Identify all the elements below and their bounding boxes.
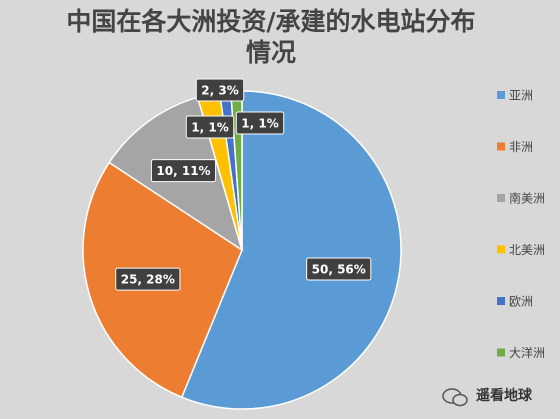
legend-swatch bbox=[497, 348, 505, 357]
data-label-box bbox=[306, 257, 372, 281]
chart-title: 中国在各大洲投资/承建的水电站分布情况 bbox=[66, 7, 476, 67]
legend-swatch bbox=[497, 142, 505, 151]
data-label-group: 1, 1% bbox=[185, 115, 235, 139]
legend-swatch bbox=[497, 245, 505, 254]
data-label-group: 1, 1% bbox=[235, 111, 285, 135]
data-label: 10, 11% bbox=[156, 164, 210, 178]
data-label-group: 25, 28% bbox=[115, 267, 181, 291]
data-label: 2, 3% bbox=[201, 84, 238, 98]
legend-label: 南美洲 bbox=[509, 191, 545, 206]
data-label-box bbox=[115, 267, 181, 291]
legend-label: 北美洲 bbox=[509, 243, 545, 257]
data-label-group: 2, 3% bbox=[195, 78, 245, 102]
data-label: 1, 1% bbox=[241, 117, 278, 131]
data-label-box bbox=[235, 111, 285, 135]
legend-label: 大洋洲 bbox=[509, 345, 545, 360]
watermark-icon bbox=[442, 388, 468, 407]
data-label-group: 10, 11% bbox=[150, 159, 217, 183]
data-label-box bbox=[185, 115, 235, 139]
watermark: 遥看地球 bbox=[476, 387, 533, 404]
legend-label: 非洲 bbox=[509, 140, 533, 154]
data-label-box bbox=[195, 78, 245, 102]
data-label: 25, 28% bbox=[121, 273, 175, 287]
legend-swatch bbox=[497, 91, 505, 99]
legend-swatch bbox=[497, 194, 505, 202]
legend-swatch bbox=[497, 297, 505, 305]
data-label-group: 50, 56% bbox=[306, 257, 372, 281]
legend-label: 亚洲 bbox=[509, 89, 533, 103]
data-label: 50, 56% bbox=[312, 263, 366, 277]
data-label-box bbox=[150, 159, 217, 183]
data-label: 1, 1% bbox=[191, 121, 228, 135]
legend-label: 欧洲 bbox=[509, 295, 533, 309]
pie-slice bbox=[180, 90, 402, 410]
